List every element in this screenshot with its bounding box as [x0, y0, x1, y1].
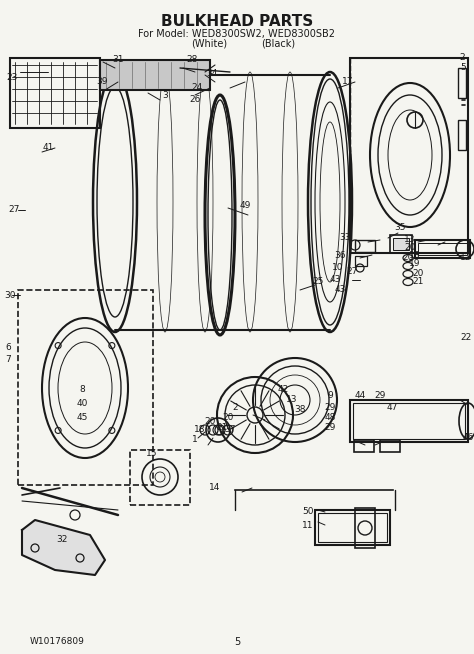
Text: 48: 48: [324, 413, 336, 422]
Bar: [350, 58, 468, 253]
Text: 39: 39: [96, 78, 108, 86]
Text: 27: 27: [9, 205, 20, 215]
Bar: [354, 440, 374, 452]
Text: (White): (White): [191, 39, 227, 49]
Text: 8: 8: [79, 385, 85, 394]
Text: 29: 29: [324, 424, 336, 432]
Text: 25: 25: [312, 277, 324, 286]
Text: 31: 31: [112, 56, 124, 65]
Text: 44: 44: [355, 390, 365, 400]
Text: 29: 29: [374, 390, 386, 400]
Text: 43: 43: [334, 286, 346, 294]
Text: 46: 46: [462, 434, 474, 443]
Text: 43: 43: [329, 275, 341, 284]
Text: 2: 2: [459, 54, 465, 63]
Bar: [18, 290, 153, 485]
Text: 38: 38: [294, 405, 306, 415]
Bar: [458, 68, 466, 98]
Text: 10: 10: [332, 264, 344, 273]
Text: 13: 13: [404, 235, 416, 245]
Bar: [130, 450, 190, 505]
Bar: [355, 240, 375, 252]
Bar: [458, 120, 466, 150]
Text: 15: 15: [146, 449, 158, 458]
Text: 22: 22: [460, 334, 472, 343]
Text: 26: 26: [189, 95, 201, 105]
Text: BULKHEAD PARTS: BULKHEAD PARTS: [161, 14, 313, 29]
Text: 21: 21: [216, 424, 228, 432]
Text: 29: 29: [324, 404, 336, 413]
Text: 35: 35: [394, 224, 406, 233]
Text: 12: 12: [460, 254, 472, 262]
Bar: [393, 238, 409, 250]
Polygon shape: [22, 520, 105, 575]
Bar: [390, 235, 412, 253]
Text: 45: 45: [76, 413, 88, 422]
Text: 28: 28: [186, 56, 198, 65]
Text: 3: 3: [162, 92, 168, 101]
Text: 17: 17: [342, 78, 354, 86]
Text: 11: 11: [302, 521, 314, 530]
Text: 21: 21: [412, 277, 424, 286]
Bar: [318, 513, 387, 542]
Text: 20: 20: [412, 269, 424, 277]
Text: 41: 41: [42, 143, 54, 152]
Bar: [353, 403, 465, 439]
Text: 7: 7: [5, 356, 11, 364]
Text: 42: 42: [277, 385, 289, 394]
Text: 5: 5: [460, 63, 466, 73]
Bar: [380, 440, 400, 452]
Text: 20: 20: [222, 413, 234, 422]
Text: 37: 37: [224, 426, 236, 434]
Text: 23: 23: [6, 73, 18, 82]
Text: (Black): (Black): [261, 39, 295, 49]
Text: 20: 20: [204, 417, 216, 426]
Text: 20: 20: [404, 243, 416, 252]
Text: 18: 18: [409, 250, 421, 260]
Text: 20: 20: [402, 254, 414, 262]
Text: 36: 36: [334, 250, 346, 260]
Text: 49: 49: [239, 201, 251, 209]
Text: 9: 9: [327, 390, 333, 400]
Text: For Model: WED8300SW2, WED8300SB2: For Model: WED8300SW2, WED8300SB2: [138, 29, 336, 39]
Text: 6: 6: [5, 343, 11, 353]
Bar: [415, 240, 470, 258]
Text: 1: 1: [192, 436, 198, 445]
Bar: [10, 58, 100, 128]
Bar: [355, 256, 367, 266]
Bar: [350, 400, 468, 442]
Text: 33: 33: [339, 233, 351, 243]
Text: 19: 19: [409, 260, 421, 269]
Text: 5: 5: [234, 637, 240, 647]
Text: 18: 18: [194, 426, 206, 434]
Text: 32: 32: [56, 536, 68, 545]
Bar: [418, 243, 467, 255]
Text: 47: 47: [386, 404, 398, 413]
Text: 2: 2: [232, 404, 238, 413]
Text: 27: 27: [346, 267, 358, 277]
Text: W10176809: W10176809: [30, 638, 85, 647]
Text: 40: 40: [76, 398, 88, 407]
Bar: [315, 510, 390, 545]
Text: 14: 14: [210, 483, 221, 492]
Text: 50: 50: [302, 508, 314, 517]
Bar: [100, 60, 210, 90]
Text: 24: 24: [191, 84, 202, 92]
Text: 30: 30: [4, 290, 16, 300]
Text: 34: 34: [206, 69, 218, 78]
Text: 13: 13: [286, 396, 298, 405]
Bar: [355, 508, 375, 548]
